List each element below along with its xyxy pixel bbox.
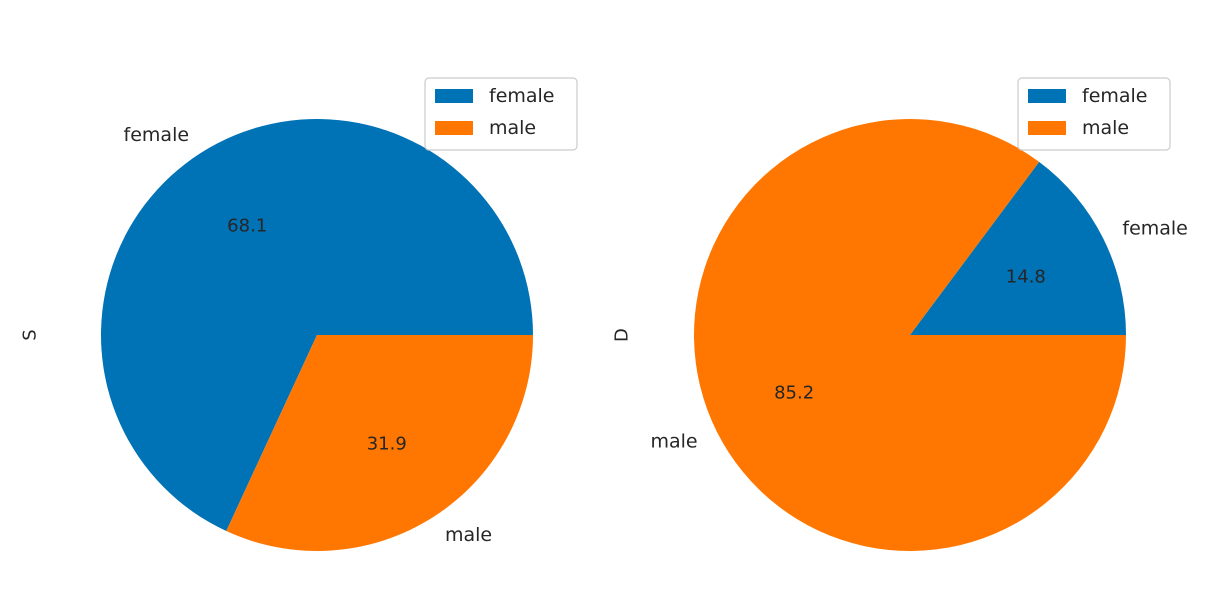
legend-label-male: male (489, 117, 536, 139)
pie-chart-s: female 68.1 male 31.9 S female male (20, 77, 578, 552)
pie-slice-labels: female 14.8 male 85.2 (650, 217, 1187, 452)
legend-patch-female (435, 89, 473, 103)
legend-label-female: female (489, 85, 555, 107)
legend-label-female: female (1082, 85, 1148, 107)
pie-slices (101, 119, 534, 552)
pie-slices (694, 119, 1126, 552)
legend-patch-male (1028, 121, 1066, 135)
pie-slice-male (226, 335, 534, 552)
legend: female male (1017, 77, 1171, 151)
pie-slice-female (101, 119, 534, 532)
pie-slice-male (694, 119, 1126, 552)
slice-label-male: male (445, 524, 492, 546)
y-axis-label: S (20, 329, 41, 340)
pie-chart-d: female 14.8 male 85.2 D female male (612, 77, 1188, 552)
slice-label-male: male (650, 431, 697, 453)
legend-patch-male (435, 121, 473, 135)
slice-label-female: female (1122, 217, 1188, 239)
legend: female male (424, 77, 578, 151)
percent-label-female: 14.8 (1006, 266, 1046, 287)
legend-patch-female (1028, 89, 1066, 103)
percent-label-female: 68.1 (227, 215, 267, 236)
y-axis-label: D (612, 328, 633, 342)
pie-slice-female (910, 161, 1126, 335)
percent-label-male: 85.2 (774, 383, 814, 404)
pie-slice-labels: female 68.1 male 31.9 (124, 124, 493, 546)
legend-label-male: male (1082, 117, 1129, 139)
percent-label-male: 31.9 (367, 434, 407, 455)
slice-label-female: female (124, 124, 190, 146)
